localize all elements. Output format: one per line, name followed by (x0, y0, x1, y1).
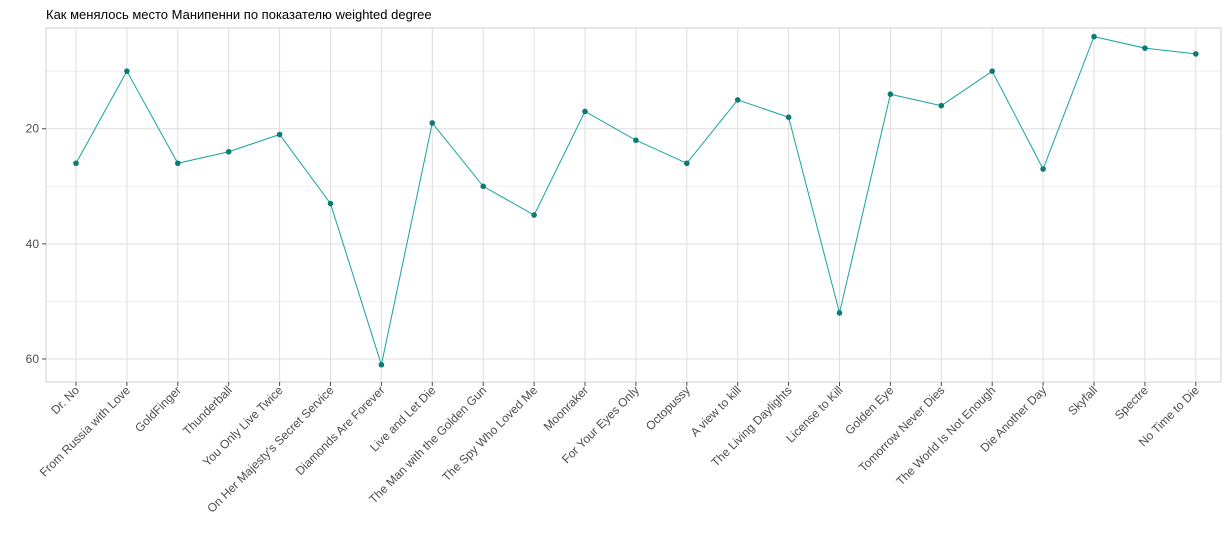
data-point (684, 160, 690, 167)
data-point (1142, 45, 1148, 51)
y-tick-label: 20 (26, 122, 40, 136)
x-tick-label: Spectre (1112, 383, 1151, 422)
data-point (887, 91, 894, 97)
x-tick-label: From Russia with Love (37, 383, 133, 479)
data-point (480, 183, 487, 190)
data-point (633, 137, 639, 144)
data-point (276, 131, 283, 138)
data-point (785, 114, 792, 121)
data-point (531, 212, 537, 218)
series-layer (73, 33, 1199, 368)
data-point (327, 200, 334, 207)
data-point (1091, 33, 1097, 40)
panel-border (45, 27, 1222, 383)
data-point (836, 310, 843, 316)
data-point (989, 68, 995, 74)
x-tick-label: Dr. No (48, 383, 82, 417)
data-point (582, 108, 588, 115)
x-tick-label: Moonraker (541, 383, 591, 433)
x-tick-label: Thunderball (180, 383, 235, 438)
data-point (225, 148, 232, 155)
x-tick-label: Octopussy (643, 383, 693, 433)
data-point (734, 97, 741, 103)
data-point (73, 160, 79, 167)
x-tick-label: Golden Eye (842, 383, 896, 437)
data-point (378, 361, 385, 368)
data-point (1193, 51, 1199, 57)
data-point (429, 120, 436, 126)
x-tick-label: Skyfall (1065, 383, 1100, 418)
x-tick-label: GoldFinger (132, 383, 184, 435)
x-tick-label: Tomorrow Never Dies (856, 383, 947, 474)
x-tick-label: A view to kill (688, 383, 744, 439)
grid-layer (45, 27, 1222, 383)
chart-title: Как менялось место Манипенни по показате… (46, 7, 432, 22)
data-point (938, 102, 945, 109)
y-tick-label: 60 (26, 352, 40, 366)
x-tick-label: The Spy Who Loved Me (439, 383, 540, 484)
x-tick-label: The World Is Not Enough (893, 383, 998, 488)
data-point (175, 160, 181, 167)
data-point (1040, 166, 1046, 172)
data-point (124, 68, 130, 74)
y-tick-label: 40 (26, 237, 40, 251)
x-tick-label: Diamonds Are Forever (293, 383, 388, 478)
